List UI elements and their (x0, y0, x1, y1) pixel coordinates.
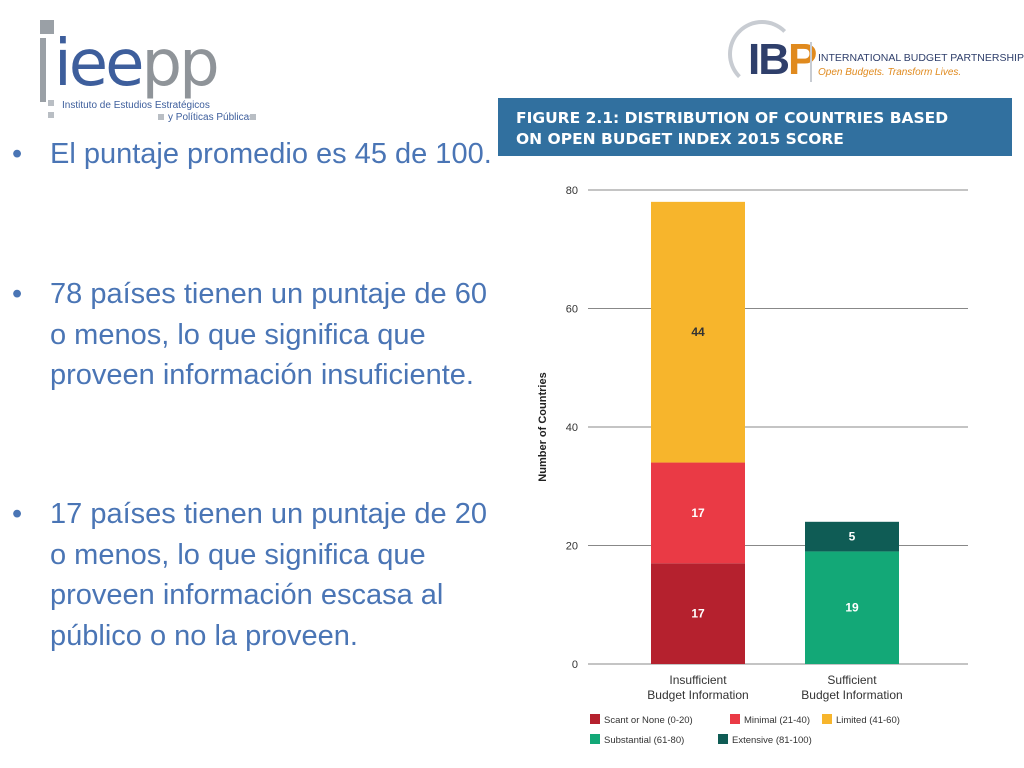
legend-item: Substantial (61-80) (590, 734, 684, 746)
bar-segment (651, 201, 745, 463)
logo-square (158, 114, 164, 120)
x-category-label: Budget Information (647, 688, 748, 702)
bullet-symbol: • (12, 278, 23, 310)
logo-square (48, 100, 54, 106)
stacked-bar-chart: 0 20 40 60 80 Number of Countries 17 17 44 Insuff… (520, 170, 1012, 760)
legend-swatch (822, 714, 832, 724)
bullet-item: • El puntaje promedio es 45 de 100. (12, 134, 492, 175)
y-tick-label: 60 (566, 304, 578, 316)
x-category-label: Sufficient (827, 673, 877, 687)
bullet-symbol: • (12, 498, 23, 530)
bar-value-label: 19 (845, 601, 859, 615)
ieepp-logo: ieepp Instituto de Estudios Estratégicos… (18, 14, 268, 123)
bar-segment (651, 462, 745, 564)
figure-header: FIGURE 2.1: DISTRIBUTION OF COUNTRIES BA… (498, 98, 1012, 156)
legend-item: Scant or None (0-20) (590, 714, 693, 726)
bar-value-label: 17 (691, 607, 705, 621)
legend-item: Extensive (81-100) (718, 734, 812, 746)
legend-label: Extensive (81-100) (732, 735, 812, 746)
legend-item: Limited (41-60) (822, 714, 900, 726)
bar-segment (805, 521, 899, 552)
legend-label: Substantial (61-80) (604, 735, 685, 746)
ieepp-subtitle-line1: Instituto de Estudios Estratégicos (62, 100, 210, 111)
logo-bar (40, 38, 46, 102)
bar-value-label: 5 (849, 530, 856, 544)
bullet-text: 78 países tienen un puntaje de 60 o meno… (50, 278, 487, 391)
x-category-label: Insufficient (669, 673, 727, 687)
y-tick-label: 40 (566, 422, 578, 434)
legend-swatch (590, 714, 600, 724)
bullet-item: • 17 países tienen un puntaje de 20 o me… (12, 494, 492, 656)
figure-title-line1: FIGURE 2.1: DISTRIBUTION OF COUNTRIES BA… (516, 109, 949, 127)
y-tick-label: 20 (566, 541, 578, 553)
ibp-logo: IBP INTERNATIONAL BUDGET PARTNERSHIP Ope… (728, 18, 1024, 88)
bullet-text: El puntaje promedio es 45 de 100. (50, 138, 492, 170)
legend-swatch (590, 734, 600, 744)
bar-value-label: 17 (691, 506, 705, 520)
logo-square (48, 112, 54, 118)
bar-value-label: 44 (691, 325, 705, 339)
chart-svg: 0 20 40 60 80 Number of Countries 17 17 44 Insuff… (537, 185, 968, 702)
legend-swatch (718, 734, 728, 744)
ibp-divider (810, 42, 812, 82)
bar-segment (651, 563, 745, 664)
ieepp-subtitle-line2: y Políticas Públicas (168, 112, 255, 123)
ibp-name: INTERNATIONAL BUDGET PARTNERSHIP (818, 52, 1024, 64)
x-category-label: Budget Information (801, 688, 902, 702)
bullet-symbol: • (12, 138, 23, 170)
logo-square (250, 114, 256, 120)
y-tick-label: 80 (566, 185, 578, 197)
y-tick-label: 0 (572, 659, 578, 671)
legend-label: Minimal (21-40) (744, 715, 810, 726)
bullet-item: • 78 países tienen un puntaje de 60 o me… (12, 274, 492, 396)
ibp-arc-icon (728, 20, 796, 88)
legend-label: Scant or None (0-20) (604, 715, 693, 726)
bar-segment (805, 551, 899, 664)
legend-item: Minimal (21-40) (730, 714, 810, 726)
y-axis-label: Number of Countries (537, 372, 549, 481)
ieepp-wordmark: ieepp (54, 27, 220, 101)
legend-swatch (730, 714, 740, 724)
bullet-text: 17 países tienen un puntaje de 20 o meno… (50, 498, 487, 652)
ibp-mark: IBP (748, 35, 817, 84)
logo-dot (40, 20, 54, 34)
ibp-tagline: Open Budgets. Transform Lives. (818, 67, 962, 78)
legend-label: Limited (41-60) (836, 715, 900, 726)
figure-title: FIGURE 2.1: DISTRIBUTION OF COUNTRIES BA… (516, 108, 996, 150)
figure-title-line2: ON OPEN BUDGET INDEX 2015 SCORE (516, 130, 844, 148)
